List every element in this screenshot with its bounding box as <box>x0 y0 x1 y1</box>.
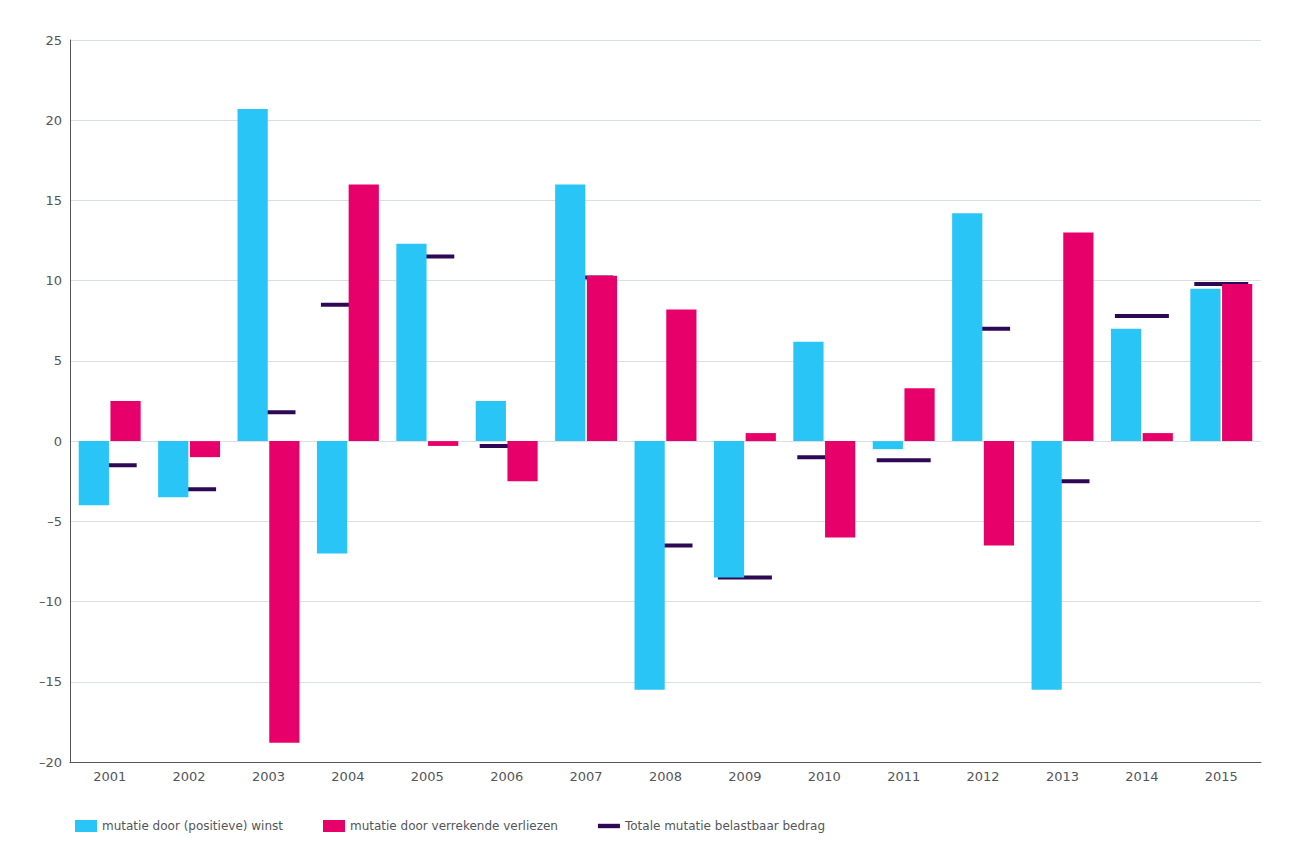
svg-text:25: 25 <box>45 33 62 48</box>
svg-text:0: 0 <box>54 434 62 449</box>
svg-text:mutatie door verrekende verlie: mutatie door verrekende verliezen <box>350 819 558 833</box>
svg-text:20: 20 <box>45 113 62 128</box>
svg-text:Totale mutatie belastbaar bedr: Totale mutatie belastbaar bedrag <box>624 819 825 833</box>
svg-text:mutatie door (positieve) winst: mutatie door (positieve) winst <box>102 819 283 833</box>
svg-text:2007: 2007 <box>570 769 603 784</box>
svg-text:–5: –5 <box>47 514 62 529</box>
svg-text:2009: 2009 <box>728 769 761 784</box>
svg-text:2010: 2010 <box>808 769 841 784</box>
svg-text:–10: –10 <box>39 594 62 609</box>
svg-text:2014: 2014 <box>1125 769 1158 784</box>
svg-text:15: 15 <box>45 193 62 208</box>
svg-text:10: 10 <box>45 273 62 288</box>
svg-text:2012: 2012 <box>967 769 1000 784</box>
svg-text:5: 5 <box>54 353 62 368</box>
svg-text:2002: 2002 <box>173 769 206 784</box>
svg-text:2004: 2004 <box>331 769 364 784</box>
svg-text:2008: 2008 <box>649 769 682 784</box>
svg-text:–20: –20 <box>39 755 62 770</box>
svg-text:–15: –15 <box>39 674 62 689</box>
svg-text:2005: 2005 <box>411 769 444 784</box>
svg-text:2013: 2013 <box>1046 769 1079 784</box>
svg-text:2003: 2003 <box>252 769 285 784</box>
svg-text:2006: 2006 <box>490 769 523 784</box>
svg-text:2015: 2015 <box>1205 769 1238 784</box>
svg-text:2011: 2011 <box>887 769 920 784</box>
svg-text:2001: 2001 <box>93 769 126 784</box>
